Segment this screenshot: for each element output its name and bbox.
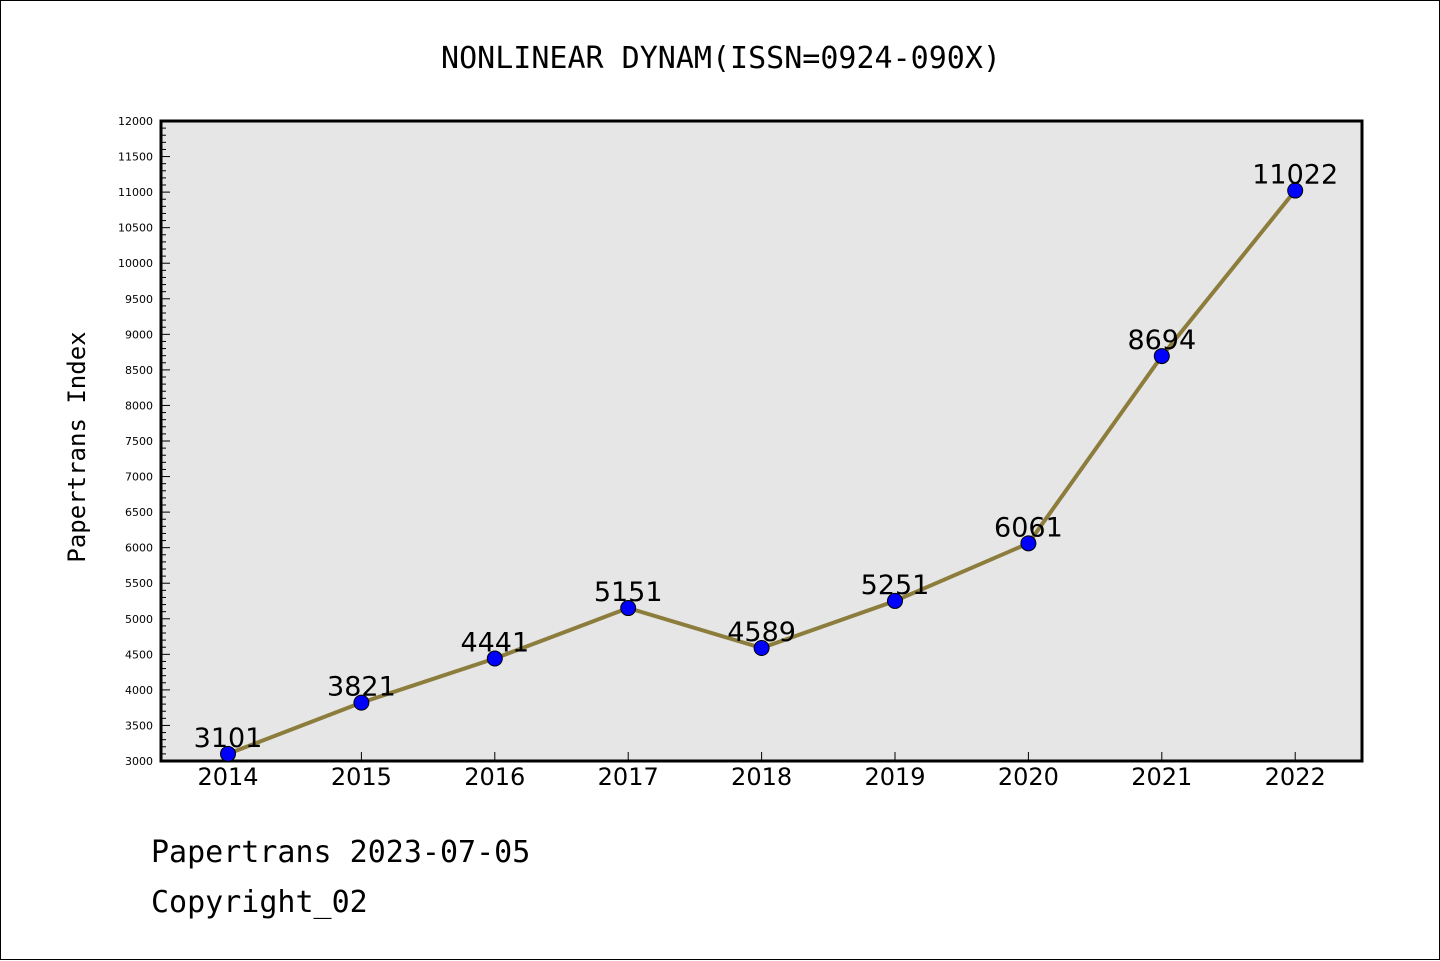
x-tick-label: 2020 (998, 763, 1059, 791)
x-tick-label: 2022 (1265, 763, 1326, 791)
y-tick-label: 11500 (118, 151, 153, 164)
data-point (887, 592, 903, 609)
y-tick-label: 10000 (118, 257, 153, 270)
data-point (220, 745, 236, 762)
y-tick-label: 8500 (125, 364, 153, 377)
chart-title: NONLINEAR DYNAM(ISSN=0924-090X) (441, 41, 1001, 76)
footer-copyright: Copyright_02 (151, 885, 368, 920)
y-tick-label: 11000 (118, 186, 153, 199)
x-tick-label: 2021 (1131, 763, 1192, 791)
x-axis-ticks: 2014 2015 2016 2017 2018 2019 2020 2021 2022 (197, 752, 1326, 791)
data-point (353, 694, 370, 711)
data-label: 6061 (994, 512, 1063, 543)
data-point (620, 600, 637, 617)
y-tick-label: 4000 (125, 684, 153, 697)
data-label: 8694 (1127, 325, 1196, 356)
data-point (1153, 348, 1170, 365)
data-labels: 3101 3821 4441 5151 4589 5251 6061 8694 11022 (194, 160, 1339, 754)
x-tick-label: 2017 (598, 763, 659, 791)
footer-date: Papertrans 2023-07-05 (151, 835, 531, 870)
data-point (753, 640, 770, 657)
data-label: 3101 (194, 723, 263, 754)
y-tick-label: 3500 (125, 719, 153, 732)
x-tick-label: 2018 (731, 763, 792, 791)
y-axis-ticks: 3000 3500 4000 4500 5000 5500 6000 6500 7000 7500… (118, 115, 170, 768)
data-markers (220, 182, 1304, 762)
y-tick-label: 8000 (125, 399, 153, 412)
data-label: 5151 (594, 577, 663, 608)
y-tick-label: 5500 (125, 577, 153, 590)
y-tick-label: 6500 (125, 506, 153, 519)
y-tick-label: 5000 (125, 613, 153, 626)
y-axis-label: Papertrans Index (63, 331, 91, 562)
data-label: 4589 (727, 617, 796, 648)
y-tick-label: 9500 (125, 293, 153, 306)
data-label: 5251 (861, 570, 930, 601)
y-tick-label: 7000 (125, 471, 153, 484)
y-tick-label: 9000 (125, 328, 153, 341)
data-label: 4441 (460, 628, 529, 659)
y-tick-label: 3000 (125, 755, 153, 768)
y-tick-label: 12000 (118, 115, 153, 128)
data-point (1287, 182, 1304, 199)
y-tick-label: 6000 (125, 542, 153, 555)
y-tick-label: 4500 (125, 648, 153, 661)
plot-area (159, 119, 1364, 763)
x-tick-label: 2016 (464, 763, 525, 791)
x-tick-label: 2019 (864, 763, 925, 791)
x-tick-label: 2014 (197, 763, 258, 791)
x-tick-label: 2015 (331, 763, 392, 791)
data-point (1020, 535, 1037, 552)
data-point (486, 650, 503, 667)
data-label: 11022 (1252, 160, 1338, 191)
y-tick-label: 7500 (125, 435, 153, 448)
y-tick-label: 10500 (118, 222, 153, 235)
data-label: 3821 (327, 672, 396, 703)
